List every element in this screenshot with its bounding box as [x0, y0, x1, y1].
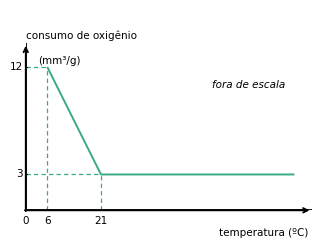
Text: 3: 3	[16, 169, 23, 179]
Text: consumo de oxigênio: consumo de oxigênio	[26, 30, 137, 41]
Text: temperatura (ºC): temperatura (ºC)	[219, 228, 309, 238]
Text: (mm³/g): (mm³/g)	[38, 56, 81, 66]
Text: 12: 12	[10, 62, 23, 72]
Text: fora de escala: fora de escala	[212, 80, 285, 90]
Text: 6: 6	[44, 216, 51, 226]
Text: 0: 0	[23, 216, 29, 226]
Text: 21: 21	[94, 216, 108, 226]
